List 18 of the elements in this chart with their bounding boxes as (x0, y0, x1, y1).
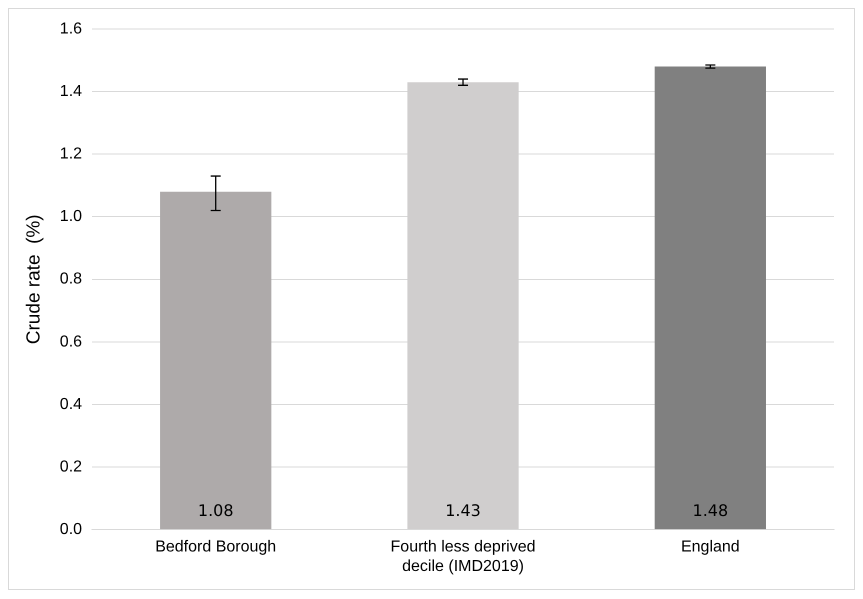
data-label: 1.43 (445, 500, 481, 520)
y-tick-label: 1.0 (60, 208, 82, 226)
y-axis-title: Crude rate (%) (24, 214, 45, 344)
data-label: 1.48 (692, 500, 728, 520)
data-label: 1.08 (198, 500, 234, 520)
y-tick-label: 0.4 (60, 396, 82, 413)
bar (160, 192, 272, 530)
y-tick-label: 0.0 (60, 521, 82, 538)
y-tick-label: 1.2 (60, 146, 82, 163)
y-tick-label: 0.6 (60, 333, 82, 350)
x-tick-label: Fourth less deprived decile (IMD2019) (390, 538, 536, 575)
y-tick-label: 0.8 (60, 270, 82, 288)
x-tick-label: England (680, 538, 740, 556)
bar (654, 66, 766, 530)
x-tick-label: Bedford Borough (155, 538, 276, 556)
y-tick-label: 1.6 (60, 20, 82, 38)
y-tick-label: 0.2 (60, 458, 82, 476)
y-tick-label: 1.4 (60, 82, 82, 100)
